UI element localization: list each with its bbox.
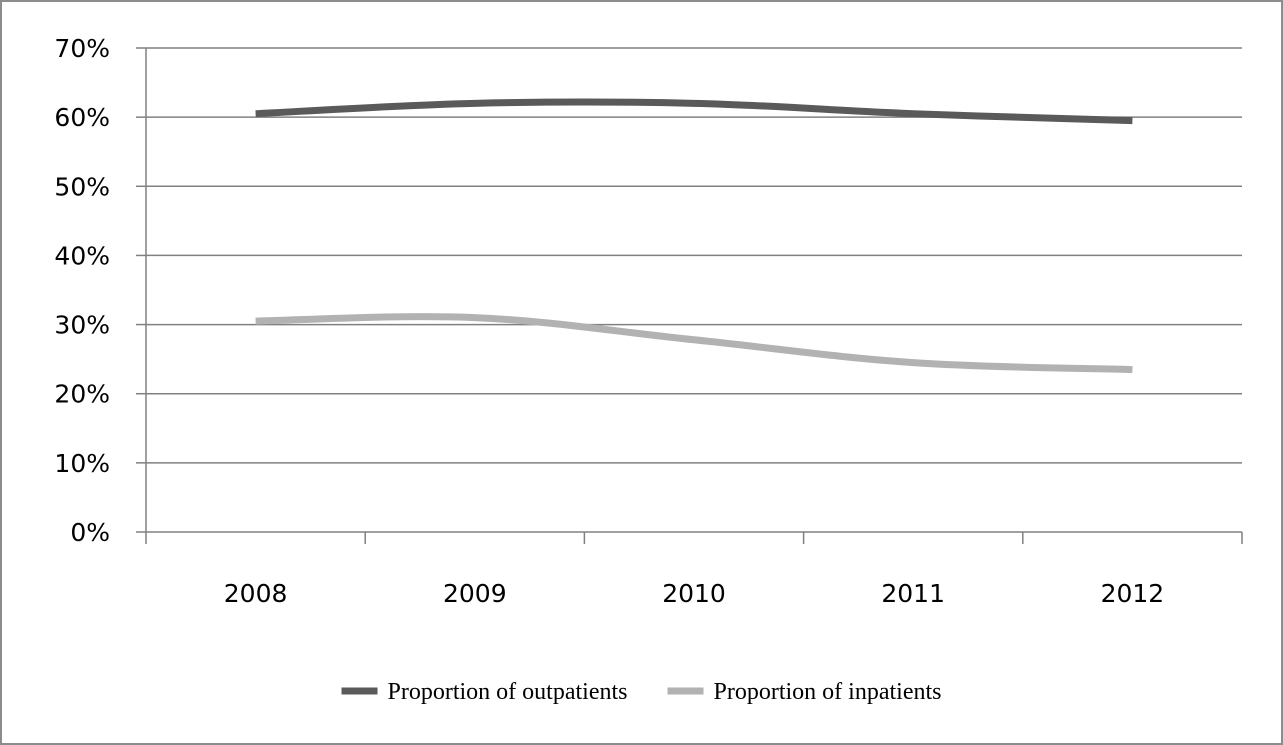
series-lines: [255, 98, 1133, 374]
y-tick-label: 50%: [54, 172, 110, 201]
gridlines: [146, 47, 1242, 464]
y-tick-label: 40%: [54, 241, 110, 270]
legend-label-proportion-of-inpatients: Proportion of inpatients: [714, 679, 942, 705]
x-tick-label-2008: 2008: [224, 579, 288, 608]
y-tick-label: 0%: [70, 518, 110, 547]
y-tick-labels: 0% 10% 20% 30% 40% 50% 60% 70%: [54, 34, 110, 547]
x-tick-labels: 2008 2009 2010 2011 2012: [224, 579, 1164, 608]
x-tick-label-2012: 2012: [1101, 579, 1165, 608]
y-tick-label: 10%: [54, 449, 110, 478]
x-tick-label-2009: 2009: [443, 579, 507, 608]
y-tick-label: 30%: [54, 311, 110, 340]
y-tick-label: 20%: [54, 380, 110, 409]
axes: [136, 47, 1243, 544]
legend-label-proportion-of-outpatients: Proportion of outpatients: [388, 679, 628, 705]
y-tick-label: 60%: [54, 103, 110, 132]
x-tick-label-2011: 2011: [881, 579, 945, 608]
y-tick-label: 70%: [54, 34, 110, 63]
legend: Proportion of outpatients Proportion of i…: [341, 679, 942, 705]
x-tick-label-2010: 2010: [662, 579, 726, 608]
